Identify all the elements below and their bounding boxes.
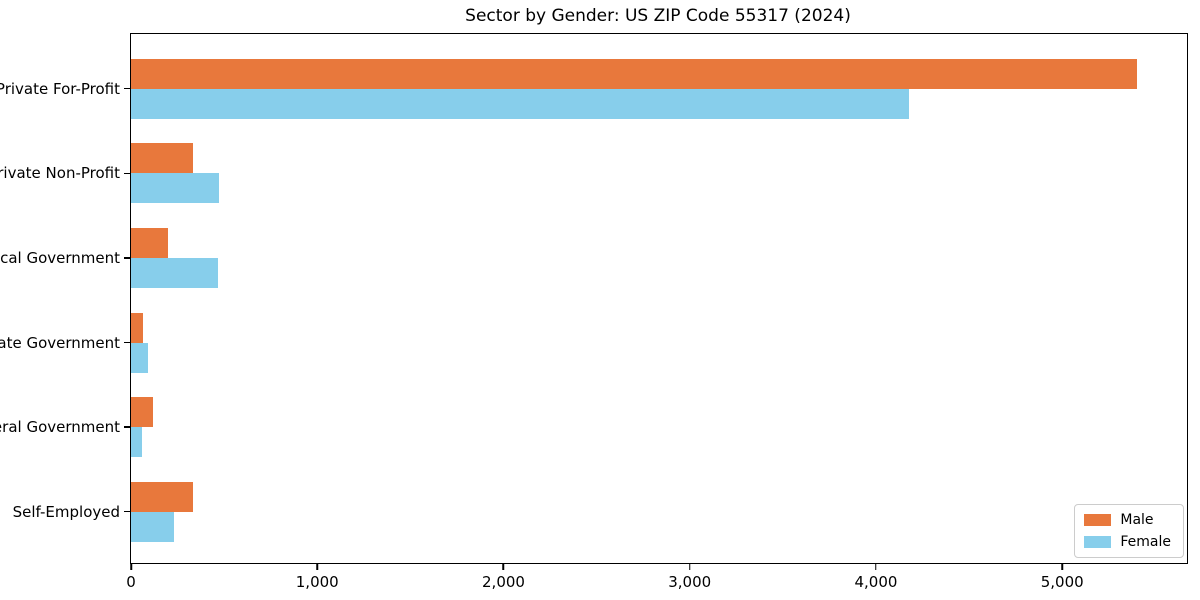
legend-label-male: Male (1120, 512, 1154, 528)
x-tick-mark (875, 564, 877, 570)
x-tick-label-1-000: 1,000 (295, 573, 339, 591)
bar-female-state-government (131, 342, 149, 373)
bar-female-self-employed (131, 511, 175, 542)
plot-area: Male Female Private For-Profit Private No… (0, 33, 1188, 591)
chart-title: Sector by Gender: US ZIP Code 55317 (202… (465, 6, 851, 26)
legend-row-female: Female (1084, 534, 1171, 550)
x-tick-label-0: 0 (126, 573, 136, 591)
y-tick-label-self-employed: Self-Employed (12, 502, 120, 521)
bar-male-self-employed (131, 481, 193, 512)
x-tick-label-4-000: 4,000 (854, 573, 898, 591)
y-tick-mark (124, 426, 130, 428)
x-tick-mark (502, 564, 505, 570)
y-tick-mark (124, 510, 130, 513)
x-tick-label-5-000: 5,000 (1040, 573, 1084, 591)
y-tick-label-private-for-profit: Private For-Profit (0, 79, 120, 98)
legend-label-female: Female (1120, 534, 1171, 550)
legend: Male Female (1074, 504, 1184, 558)
y-tick-mark (124, 172, 130, 175)
male-swatch-icon (1084, 514, 1112, 526)
female-swatch-icon (1084, 536, 1112, 548)
x-tick-mark (316, 564, 318, 570)
bar-female-private-for-profit (131, 88, 910, 119)
bar-female-private-non-profit (131, 173, 220, 204)
y-tick-mark (124, 341, 130, 344)
y-tick-mark (124, 87, 130, 90)
legend-row-male: Male (1084, 512, 1171, 528)
y-tick-mark (124, 257, 130, 259)
bar-male-federal-government (131, 397, 153, 428)
x-tick-label-3-000: 3,000 (668, 573, 712, 591)
bar-male-state-government (131, 312, 143, 343)
y-tick-label-private-non-profit: Private Non-Profit (0, 164, 120, 183)
bar-female-local-government (131, 257, 219, 288)
y-tick-label-state-government: State Government (0, 333, 120, 352)
x-tick-mark (688, 564, 691, 570)
bar-male-private-non-profit (131, 143, 194, 174)
y-tick-label-federal-government: Federal Government (0, 418, 120, 437)
bar-male-local-government (131, 227, 168, 258)
x-tick-mark (130, 564, 132, 570)
x-tick-label-2-000: 2,000 (482, 573, 525, 591)
bar-female-federal-government (131, 427, 142, 458)
x-tick-mark (1061, 564, 1063, 570)
y-tick-label-local-government: Local Government (0, 248, 120, 267)
bar-male-private-for-profit (131, 58, 1137, 89)
